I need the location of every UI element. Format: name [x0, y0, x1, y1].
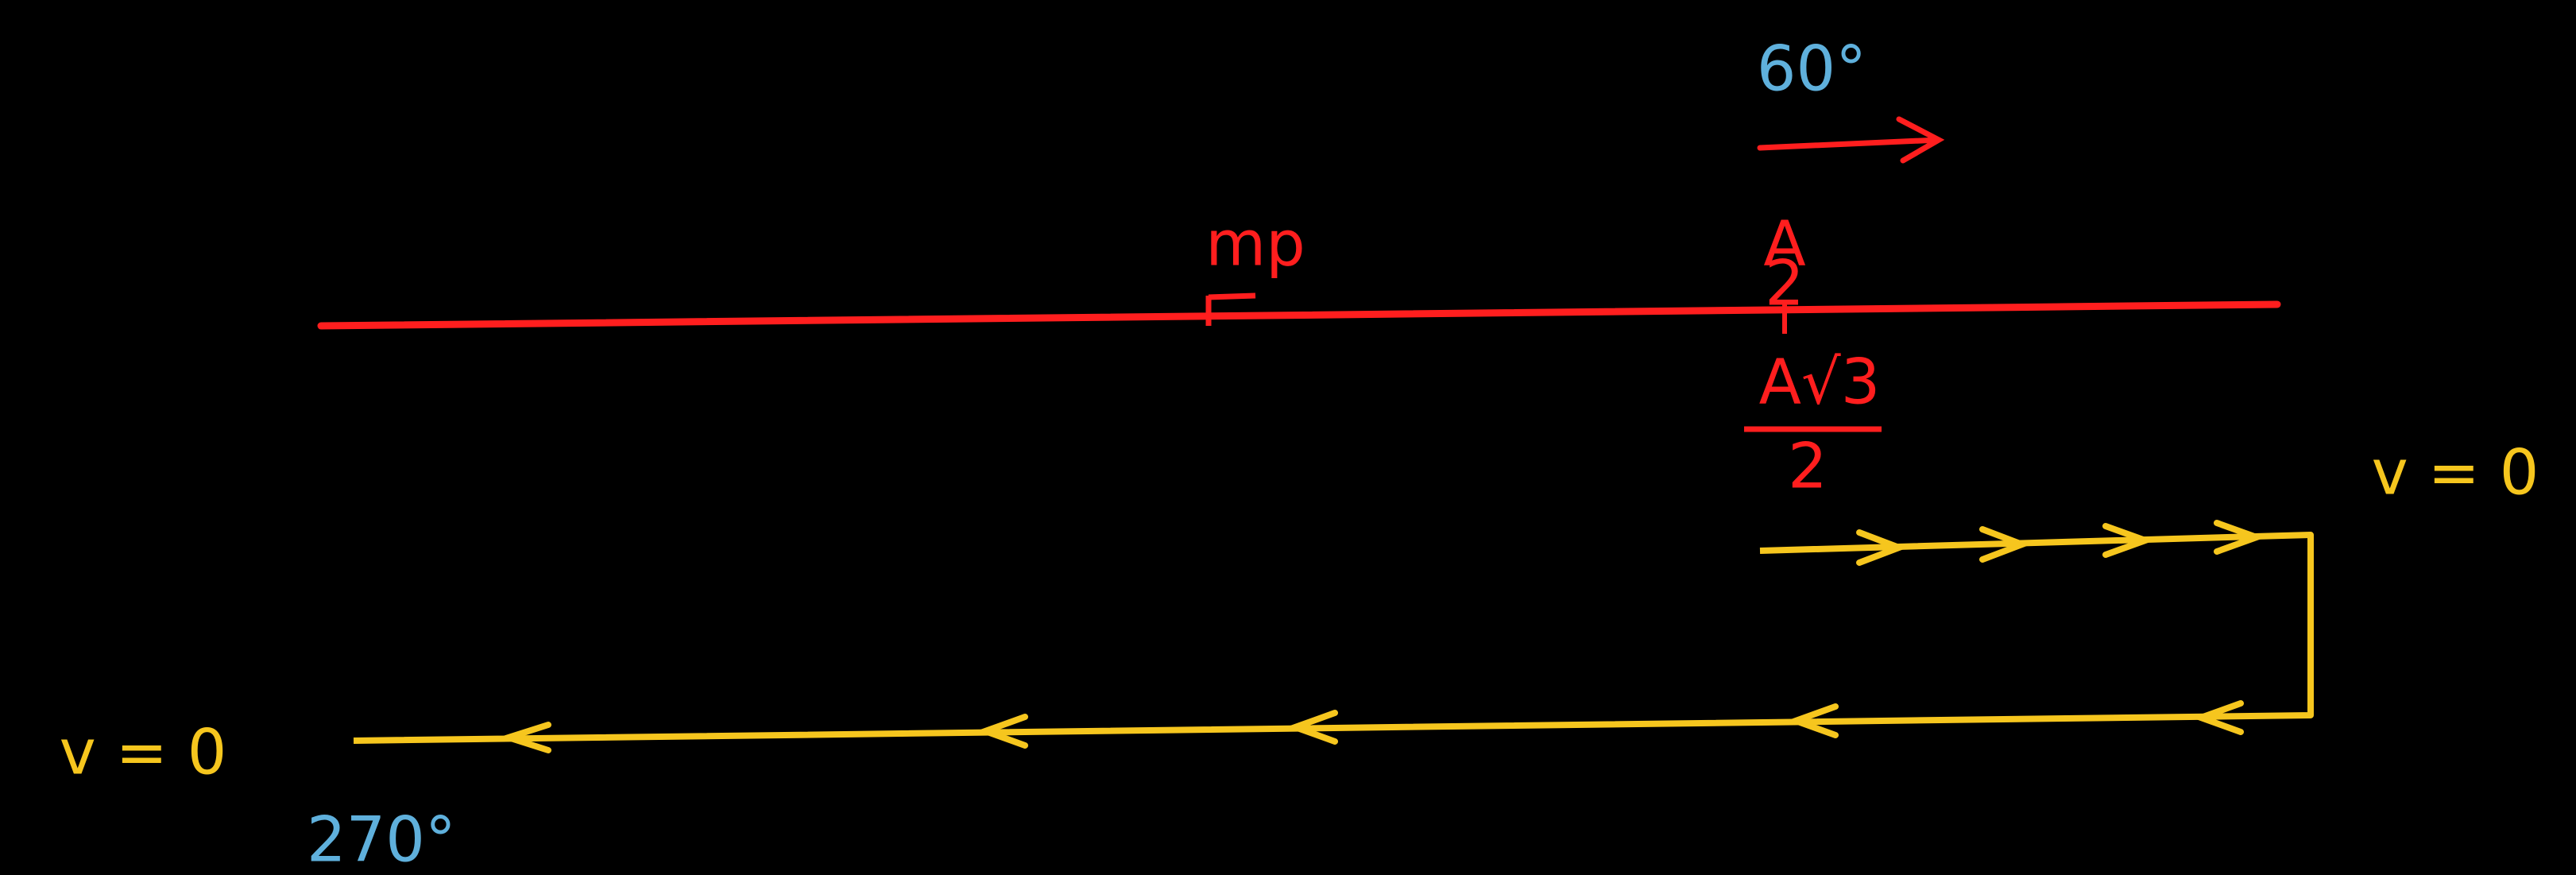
background: [0, 0, 2576, 875]
angle-label: 60°: [1757, 33, 1866, 105]
fraction-denominator: 2: [1788, 431, 1828, 502]
angle-label: 270°: [307, 804, 456, 875]
fraction-denominator: 2: [1765, 248, 1804, 319]
mean-tick: [1209, 296, 1255, 297]
diagram: mp A 2 A√3 2 60° v = 0 v = 0 270°: [0, 0, 2576, 875]
page: {"labels": {"angle_top": "60°", "mean_po…: [0, 0, 2576, 875]
mean-position-label: mp: [1205, 208, 1305, 280]
velocity-label: v = 0: [60, 717, 227, 788]
fraction-numerator: A√3: [1759, 347, 1881, 418]
velocity-label: v = 0: [2372, 437, 2539, 509]
